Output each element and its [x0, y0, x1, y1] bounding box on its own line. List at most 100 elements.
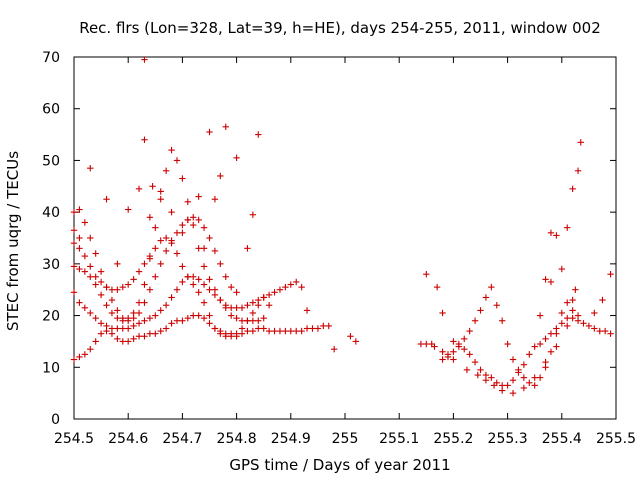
data-point-plus [190, 281, 197, 288]
x-axis-tick-labels: 254.5 254.6 254.7 254.8 254.9 255 255.1 255.2 25… [54, 431, 636, 447]
data-point-plus [125, 338, 132, 345]
data-point-plus [70, 208, 78, 216]
data-point-plus [574, 167, 582, 174]
data-point-plus [233, 289, 240, 296]
data-point-plus [347, 333, 354, 340]
data-point-plus [542, 276, 549, 283]
data-point-plus [222, 273, 229, 280]
data-point-plus [569, 307, 576, 314]
data-point-plus [190, 312, 197, 319]
data-point-plus [190, 221, 197, 229]
data-point-plus [103, 322, 110, 330]
data-point-plus [168, 320, 175, 327]
data-point-plus [130, 335, 137, 343]
data-point-plus [152, 312, 159, 319]
data-point-plus [190, 214, 197, 221]
data-point-plus [200, 263, 208, 270]
data-point-plus [179, 263, 186, 270]
data-point-plus [146, 214, 154, 221]
data-point-plus [152, 224, 159, 231]
data-point-plus [238, 304, 246, 312]
data-point-plus [417, 340, 425, 348]
data-point-plus [431, 343, 438, 350]
data-point-plus [591, 309, 598, 317]
data-point-plus [287, 327, 294, 335]
data-point-plus [135, 320, 143, 327]
y-axis-tick-labels: 0 10 20 30 40 50 60 70 [42, 50, 60, 428]
data-point-plus [325, 322, 332, 330]
data-point-plus [76, 353, 83, 361]
data-point-plus [190, 273, 197, 280]
data-point-plus [526, 351, 533, 358]
data-point-plus [114, 260, 121, 268]
data-point-plus [135, 185, 143, 193]
data-point-plus [569, 185, 576, 193]
data-point-plus [520, 374, 528, 381]
data-point-plus [536, 374, 544, 381]
data-point-plus [298, 327, 305, 335]
data-point-plus [162, 247, 170, 255]
data-point-plus [471, 317, 479, 324]
data-point-plus [157, 188, 164, 195]
y-tick-label: 20 [42, 309, 60, 325]
data-point-plus [211, 247, 219, 255]
data-point-plus [509, 377, 517, 384]
data-point-plus [531, 343, 538, 350]
data-point-plus [125, 206, 132, 213]
data-point-plus [179, 278, 186, 286]
data-point-plus [206, 286, 213, 293]
y-tick-label: 70 [42, 50, 60, 66]
data-point-plus [271, 327, 278, 335]
data-point-plus [76, 234, 83, 242]
data-point-plus [206, 128, 213, 136]
data-point-plus [217, 260, 224, 268]
data-point-plus [227, 283, 235, 291]
data-point-plus [255, 317, 262, 324]
data-point-plus [233, 304, 240, 312]
data-point-plus [580, 320, 587, 327]
data-point-plus [195, 276, 202, 283]
data-point-plus [179, 229, 186, 237]
data-point-plus [114, 335, 121, 343]
data-point-plus [498, 387, 506, 394]
data-point-plus [152, 273, 159, 280]
data-point-plus [108, 325, 116, 332]
data-point-plus [87, 273, 94, 280]
data-point-plus [70, 289, 78, 296]
data-point-plus [439, 356, 446, 363]
data-point-plus [146, 286, 154, 293]
x-tick-label: 255.1 [379, 431, 419, 447]
data-point-plus [76, 206, 83, 213]
y-tick-label: 50 [42, 153, 60, 169]
y-tick-label: 60 [42, 102, 60, 118]
data-point-plus [298, 283, 305, 291]
data-point-plus [249, 211, 257, 218]
data-point-plus [591, 325, 598, 332]
x-tick-label: 255.4 [542, 431, 582, 447]
data-point-plus [184, 198, 192, 205]
data-point-plus [130, 322, 137, 330]
data-point-plus [152, 245, 159, 252]
data-point-plus [488, 283, 495, 291]
data-point-plus [477, 307, 484, 314]
x-axis-title: GPS time / Days of year 2011 [229, 456, 450, 474]
x-tick-label: 255.2 [433, 431, 473, 447]
data-point-plus [547, 348, 555, 355]
data-point-plus [81, 268, 89, 275]
data-point-plus [309, 325, 316, 332]
y-tick-label: 40 [42, 205, 60, 221]
data-point-plus [114, 314, 121, 322]
data-point-plus [184, 273, 192, 280]
data-point-plus [141, 136, 148, 143]
data-point-plus [233, 330, 240, 337]
data-point-plus [249, 317, 257, 324]
data-point-plus [601, 327, 609, 335]
data-point-plus [103, 302, 110, 309]
y-axis-title: STEC from uqrg / TECUs [4, 151, 22, 331]
data-point-plus [255, 302, 262, 309]
data-point-plus [152, 330, 159, 337]
data-point-plus [515, 366, 522, 374]
data-point-plus [466, 327, 473, 335]
data-point-plus [553, 232, 560, 239]
data-point-plus [439, 309, 446, 317]
